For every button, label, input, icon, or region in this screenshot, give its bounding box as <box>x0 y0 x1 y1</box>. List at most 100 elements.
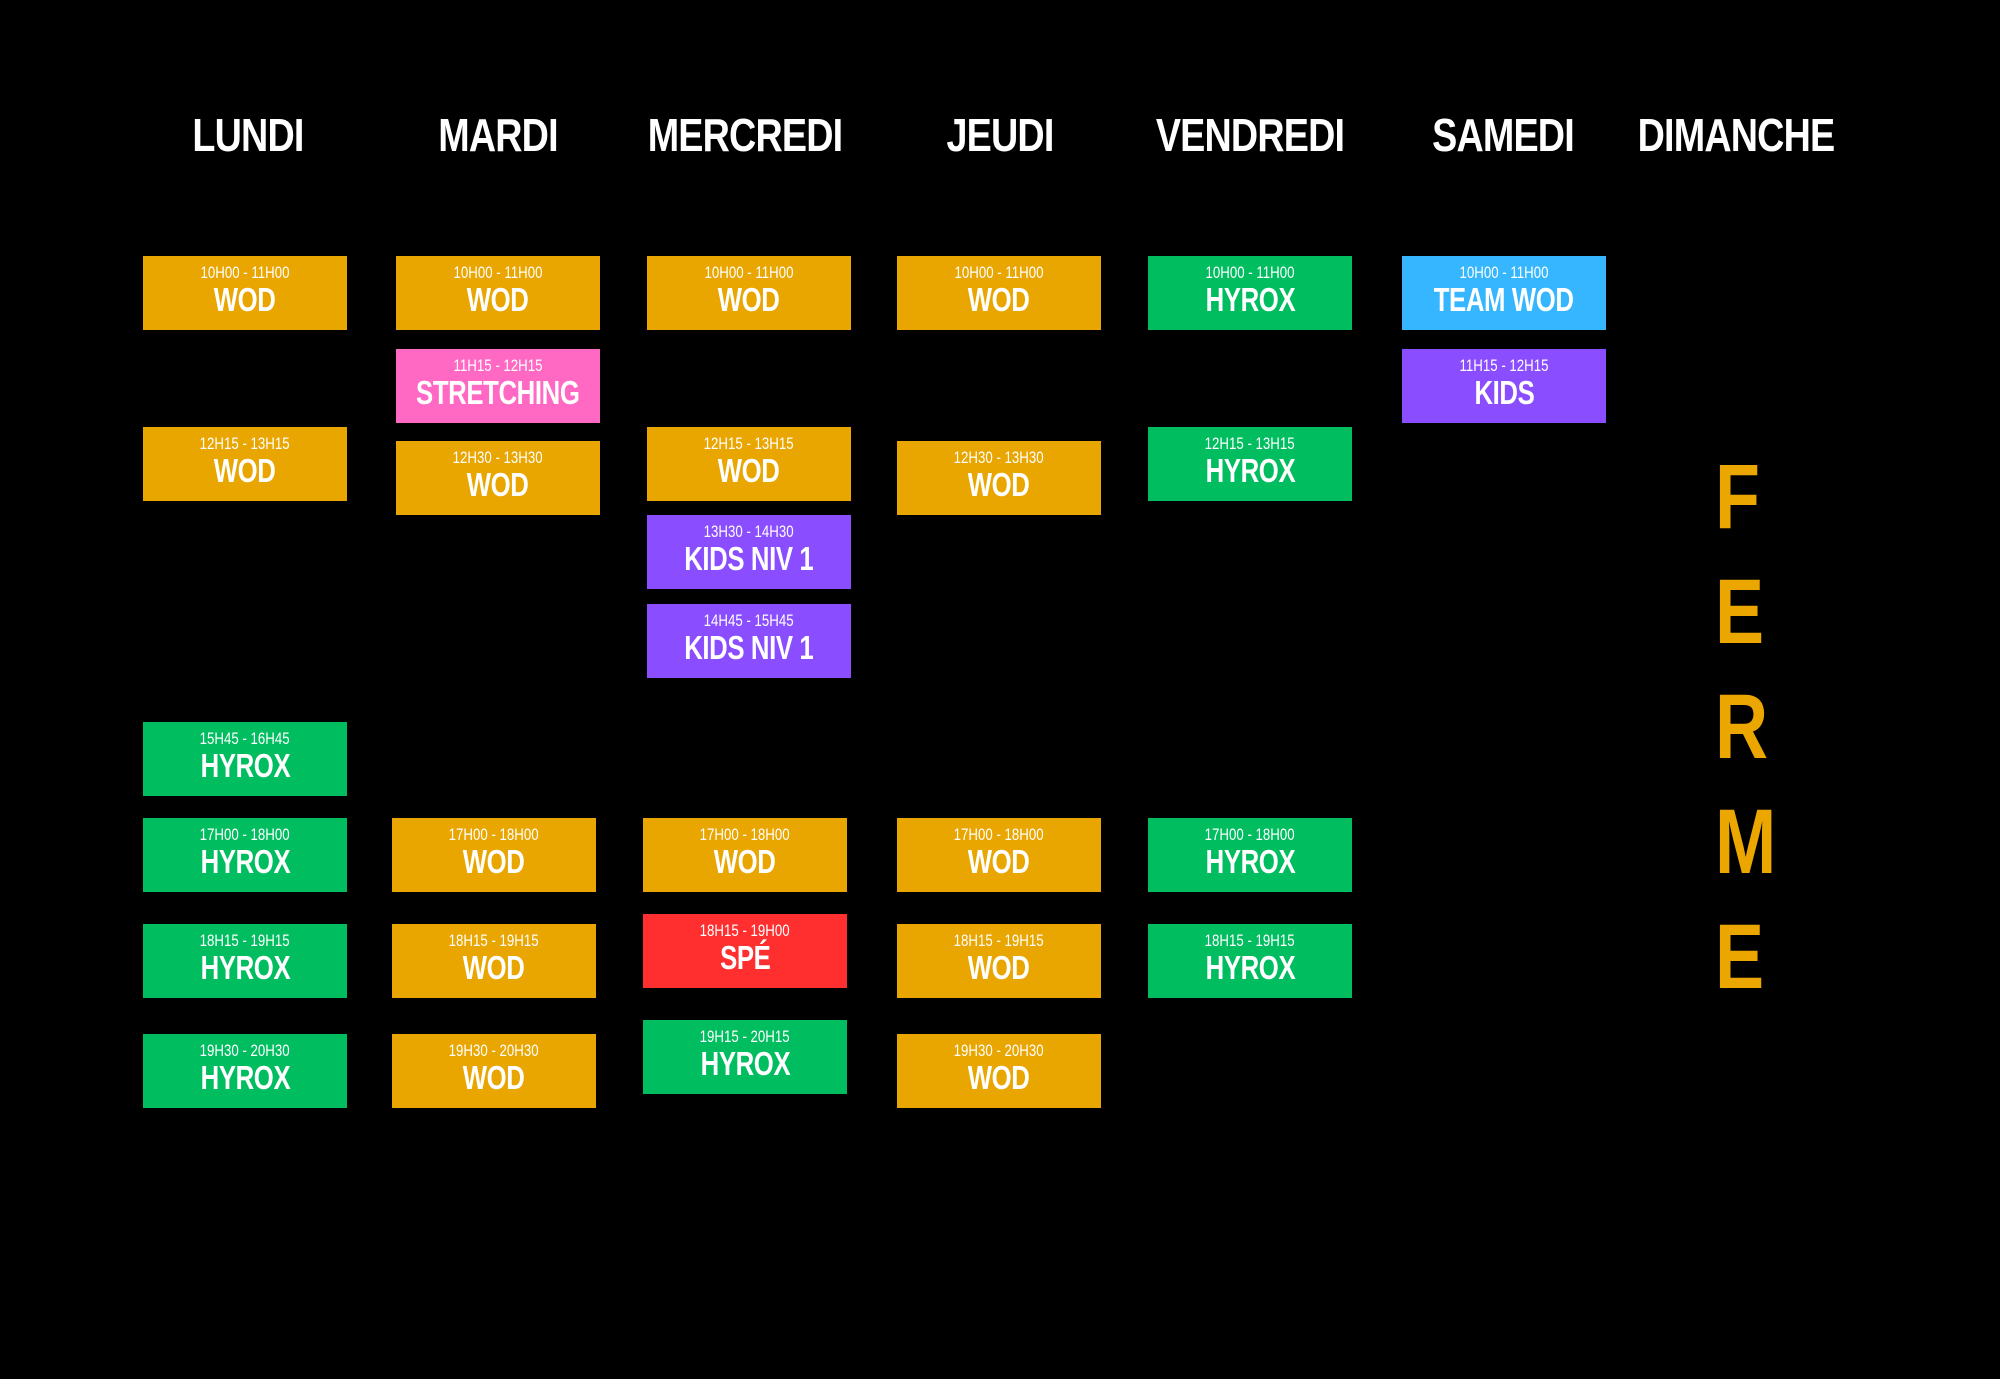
day-header-mardi: MARDI <box>438 109 558 161</box>
session-time: 17H00 - 18H00 <box>954 825 1044 844</box>
session-name: WOD <box>467 466 529 503</box>
session-jeudi-5[interactable]: 19H30 - 20H30 WOD <box>897 1034 1101 1108</box>
session-name: HYROX <box>1205 843 1295 880</box>
session-time: 18H15 - 19H15 <box>200 931 290 950</box>
session-lundi-4[interactable]: 17H00 - 18H00 HYROX <box>143 818 347 892</box>
session-time: 14H45 - 15H45 <box>704 611 794 630</box>
session-name: WOD <box>968 281 1030 318</box>
session-time: 10H00 - 11H00 <box>453 263 543 282</box>
session-lundi-6[interactable]: 19H30 - 20H30 HYROX <box>143 1034 347 1108</box>
session-name: KIDS <box>1474 374 1534 411</box>
day-header-dimanche: DIMANCHE <box>1637 109 1836 161</box>
closed-letter: M <box>1715 791 1777 893</box>
day-header-mercredi: MERCREDI <box>647 109 843 161</box>
session-time: 19H30 - 20H30 <box>954 1041 1044 1060</box>
session-name: WOD <box>714 843 776 880</box>
session-name: HYROX <box>1205 949 1295 986</box>
session-jeudi-4[interactable]: 18H15 - 19H15 WOD <box>897 924 1101 998</box>
session-name: WOD <box>968 843 1030 880</box>
session-name: WOD <box>463 1059 525 1096</box>
session-vendredi-1[interactable]: 10H00 - 11H00 HYROX <box>1148 256 1352 330</box>
day-header-jeudi: JEUDI <box>946 109 1054 161</box>
session-name: WOD <box>214 452 276 489</box>
session-mercredi-7[interactable]: 19H15 - 20H15 HYROX <box>643 1020 847 1094</box>
session-name: WOD <box>467 281 529 318</box>
session-time: 12H15 - 13H15 <box>200 434 290 453</box>
session-jeudi-3[interactable]: 17H00 - 18H00 WOD <box>897 818 1101 892</box>
session-time: 11H15 - 12H15 <box>1459 356 1549 375</box>
session-name: SPÉ <box>719 939 771 976</box>
session-samedi-1[interactable]: 10H00 - 11H00 TEAM WOD <box>1402 256 1606 330</box>
day-header-vendredi: VENDREDI <box>1155 109 1345 161</box>
session-name: HYROX <box>700 1045 790 1082</box>
session-time: 12H30 - 13H30 <box>954 448 1044 467</box>
session-lundi-3[interactable]: 15H45 - 16H45 HYROX <box>143 722 347 796</box>
session-mercredi-4[interactable]: 14H45 - 15H45 KIDS NIV 1 <box>647 604 851 678</box>
session-time: 18H15 - 19H00 <box>700 921 790 940</box>
session-name: WOD <box>968 466 1030 503</box>
session-time: 12H15 - 13H15 <box>704 434 794 453</box>
session-name: HYROX <box>200 949 290 986</box>
session-mercredi-3[interactable]: 13H30 - 14H30 KIDS NIV 1 <box>647 515 851 589</box>
session-samedi-2[interactable]: 11H15 - 12H15 KIDS <box>1402 349 1606 423</box>
session-lundi-2[interactable]: 12H15 - 13H15 WOD <box>143 427 347 501</box>
session-name: WOD <box>718 452 780 489</box>
day-header-lundi: LUNDI <box>192 109 304 161</box>
session-jeudi-1[interactable]: 10H00 - 11H00 WOD <box>897 256 1101 330</box>
session-name: WOD <box>214 281 276 318</box>
session-time: 12H30 - 13H30 <box>453 448 543 467</box>
session-name: TEAM WOD <box>1434 281 1574 318</box>
session-mardi-5[interactable]: 18H15 - 19H15 WOD <box>392 924 596 998</box>
session-time: 18H15 - 19H15 <box>954 931 1044 950</box>
session-name: HYROX <box>200 843 290 880</box>
closed-letter: R <box>1715 676 1769 778</box>
session-name: HYROX <box>1205 281 1295 318</box>
session-name: WOD <box>463 843 525 880</box>
day-header-samedi: SAMEDI <box>1432 109 1575 161</box>
session-mercredi-1[interactable]: 10H00 - 11H00 WOD <box>647 256 851 330</box>
session-name: HYROX <box>200 1059 290 1096</box>
session-time: 17H00 - 18H00 <box>700 825 790 844</box>
session-name: HYROX <box>200 747 290 784</box>
session-time: 13H30 - 14H30 <box>704 522 794 541</box>
session-name: WOD <box>968 949 1030 986</box>
closed-letter: E <box>1715 561 1765 663</box>
session-jeudi-2[interactable]: 12H30 - 13H30 WOD <box>897 441 1101 515</box>
session-name: KIDS NIV 1 <box>684 629 814 666</box>
session-vendredi-4[interactable]: 18H15 - 19H15 HYROX <box>1148 924 1352 998</box>
session-name: WOD <box>463 949 525 986</box>
session-time: 11H15 - 12H15 <box>453 356 543 375</box>
session-time: 10H00 - 11H00 <box>954 263 1044 282</box>
session-time: 19H15 - 20H15 <box>700 1027 790 1046</box>
session-time: 10H00 - 11H00 <box>704 263 794 282</box>
session-mercredi-2[interactable]: 12H15 - 13H15 WOD <box>647 427 851 501</box>
session-lundi-5[interactable]: 18H15 - 19H15 HYROX <box>143 924 347 998</box>
session-time: 12H15 - 13H15 <box>1205 434 1295 453</box>
session-mercredi-6[interactable]: 18H15 - 19H00 SPÉ <box>643 914 847 988</box>
session-name: WOD <box>718 281 780 318</box>
session-vendredi-3[interactable]: 17H00 - 18H00 HYROX <box>1148 818 1352 892</box>
session-mardi-3[interactable]: 12H30 - 13H30 WOD <box>396 441 600 515</box>
session-time: 19H30 - 20H30 <box>449 1041 539 1060</box>
session-time: 19H30 - 20H30 <box>200 1041 290 1060</box>
session-mardi-4[interactable]: 17H00 - 18H00 WOD <box>392 818 596 892</box>
session-mardi-2[interactable]: 11H15 - 12H15 STRETCHING <box>396 349 600 423</box>
session-name: STRETCHING <box>416 374 580 411</box>
session-time: 18H15 - 19H15 <box>1205 931 1295 950</box>
session-mardi-6[interactable]: 19H30 - 20H30 WOD <box>392 1034 596 1108</box>
session-time: 15H45 - 16H45 <box>200 729 290 748</box>
session-mardi-1[interactable]: 10H00 - 11H00 WOD <box>396 256 600 330</box>
session-time: 17H00 - 18H00 <box>1205 825 1295 844</box>
session-time: 17H00 - 18H00 <box>200 825 290 844</box>
session-time: 18H15 - 19H15 <box>449 931 539 950</box>
session-name: KIDS NIV 1 <box>684 540 814 577</box>
closed-letter: F <box>1715 446 1760 548</box>
session-time: 10H00 - 11H00 <box>200 263 290 282</box>
session-vendredi-2[interactable]: 12H15 - 13H15 HYROX <box>1148 427 1352 501</box>
dimanche-closed-label: F E R M E <box>1710 440 1777 1015</box>
session-time: 17H00 - 18H00 <box>449 825 539 844</box>
session-lundi-1[interactable]: 10H00 - 11H00 WOD <box>143 256 347 330</box>
session-name: WOD <box>968 1059 1030 1096</box>
session-time: 10H00 - 11H00 <box>1205 263 1295 282</box>
session-mercredi-5[interactable]: 17H00 - 18H00 WOD <box>643 818 847 892</box>
